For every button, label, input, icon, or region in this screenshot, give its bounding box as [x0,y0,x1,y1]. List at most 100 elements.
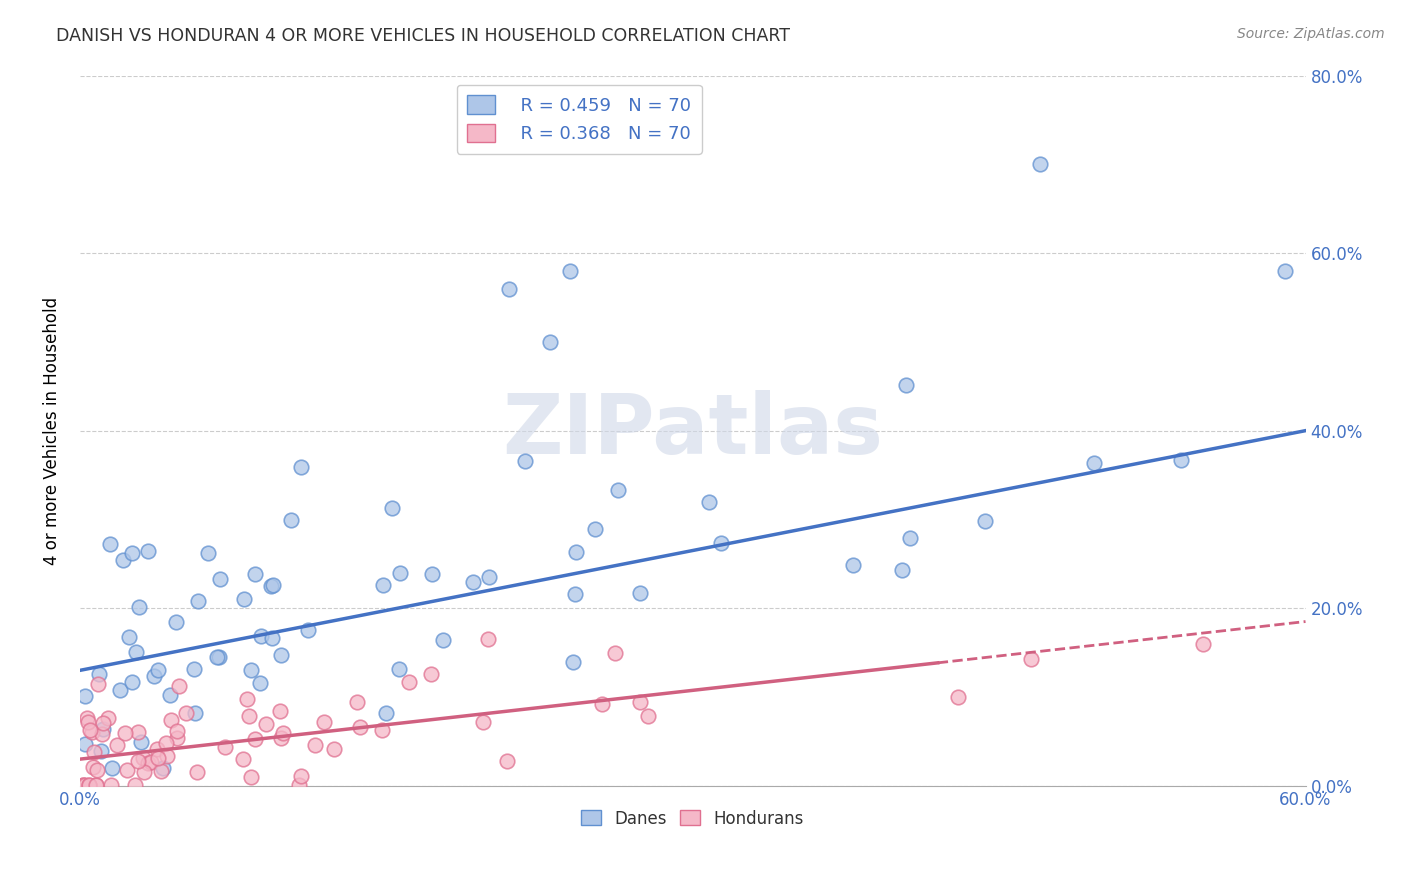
Point [478,570,501,584]
Point [208,649,231,664]
Point [254,717,277,731]
Point [121,674,143,689]
Point [269,704,291,718]
Point [270,648,292,663]
Point [84,778,107,792]
Point [105,738,128,752]
Point [82,760,104,774]
Point [538,334,561,349]
Point [90,744,112,758]
Point [262,577,284,591]
Point [898,532,921,546]
Point [371,577,394,591]
Point [890,563,912,577]
Point [894,377,917,392]
Point [607,483,630,497]
Point [422,566,444,581]
Point [463,575,485,590]
Point [346,695,368,709]
Point [208,573,231,587]
Point [83,745,105,759]
Point [515,454,537,468]
Point [214,740,236,755]
Point [197,546,219,560]
Point [1029,157,1052,171]
Point [591,698,613,712]
Point [1083,456,1105,470]
Point [374,706,396,720]
Text: DANISH VS HONDURAN 4 OR MORE VEHICLES IN HOUSEHOLD CORRELATION CHART: DANISH VS HONDURAN 4 OR MORE VEHICLES IN… [56,27,790,45]
Point [564,587,586,601]
Point [477,632,499,647]
Point [974,514,997,528]
Point [304,738,326,752]
Point [121,546,143,560]
Point [583,522,606,536]
Point [138,543,160,558]
Point [101,761,124,775]
Point [243,567,266,582]
Point [207,650,229,665]
Point [127,754,149,768]
Point [98,537,121,551]
Point [349,720,371,734]
Point [250,629,273,643]
Point [86,763,108,777]
Point [84,778,107,792]
Point [79,723,101,737]
Point [236,691,259,706]
Point [605,646,627,660]
Point [232,752,254,766]
Point [948,690,970,704]
Point [388,662,411,676]
Point [628,586,651,600]
Text: Source: ZipAtlas.com: Source: ZipAtlas.com [1237,27,1385,41]
Point [842,558,865,573]
Point [288,778,311,792]
Point [125,645,148,659]
Point [141,755,163,769]
Point [117,763,139,777]
Point [146,663,169,677]
Point [290,459,312,474]
Point [271,726,294,740]
Point [118,630,141,644]
Point [73,778,96,792]
Point [710,536,733,550]
Point [637,709,659,723]
Point [134,765,156,780]
Point [82,724,104,739]
Point [496,754,519,768]
Point [1274,264,1296,278]
Point [187,593,209,607]
Point [398,674,420,689]
Point [155,736,177,750]
Point [73,737,96,751]
Point [280,513,302,527]
Point [87,666,110,681]
Point [91,716,114,731]
Point [142,669,165,683]
Point [166,731,188,745]
Point [138,756,160,770]
Point [186,765,208,780]
Point [114,726,136,740]
Point [124,778,146,792]
Point [564,545,586,559]
Point [1170,453,1192,467]
Point [1192,637,1215,651]
Point [132,751,155,765]
Point [152,761,174,775]
Text: ZIPatlas: ZIPatlas [502,390,883,471]
Point [697,495,720,509]
Point [91,727,114,741]
Point [498,282,520,296]
Point [472,714,495,729]
Point [146,751,169,765]
Point [129,735,152,749]
Point [79,778,101,792]
Point [238,709,260,723]
Point [72,778,94,792]
Point [159,688,181,702]
Point [183,662,205,676]
